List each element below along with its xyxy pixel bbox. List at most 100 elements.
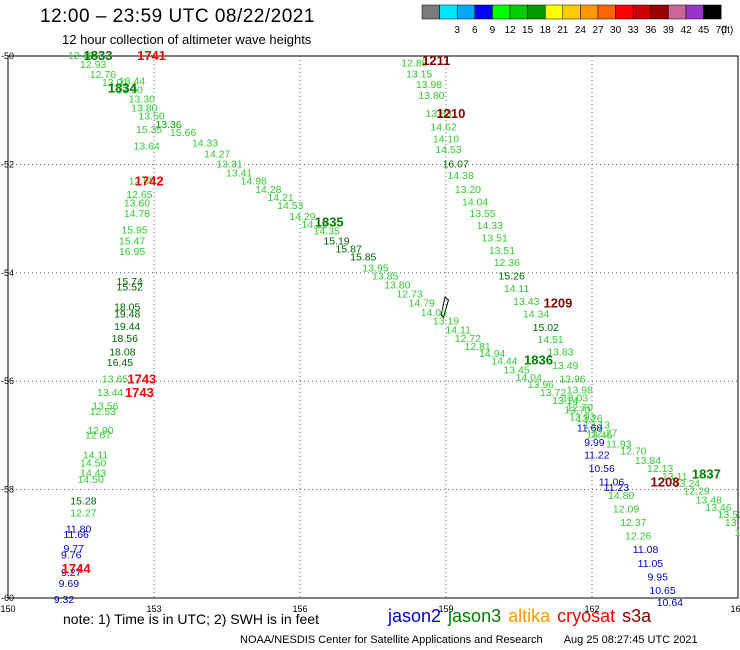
wave-height-label: 12.09: [613, 504, 639, 516]
pass-time-label: 1208: [651, 474, 680, 489]
wave-height-label: 12.53: [90, 406, 116, 418]
plot-frame: [7, 55, 739, 599]
wave-height-label: 11.22: [584, 449, 610, 461]
legend-tick-label: 70: [716, 25, 728, 36]
wave-height-label: 14.29: [289, 211, 315, 223]
wave-height-label: 14.44: [491, 356, 517, 368]
wave-height-label: 13.98: [567, 384, 593, 396]
legend-tick-label: 18: [540, 25, 552, 36]
satellite-name-jason2: jason2: [388, 606, 442, 626]
wave-height-label: 14.79: [409, 298, 435, 310]
legend-tick-label: 24: [575, 25, 587, 36]
wave-height-label: 14.28: [255, 184, 281, 196]
wave-height-label: 13: [735, 527, 740, 539]
wave-height-label: 14.21: [267, 192, 293, 204]
wave-height-label: 13.85: [372, 271, 398, 283]
pass-time-label: 1743: [127, 371, 156, 386]
wave-height-label: 13.43: [513, 296, 539, 308]
wave-height-label: 15.87: [336, 243, 362, 255]
wave-height-label: 12.65: [126, 189, 152, 201]
wave-height-label: 12.26: [625, 531, 651, 543]
wave-height-label: 11.23: [604, 482, 630, 494]
credit-text: NOAA/NESDIS Center for Satellite Applica…: [240, 634, 543, 646]
wave-height-label: 14.53: [277, 200, 303, 212]
wave-height-label: 12.93: [569, 411, 595, 423]
wave-height-label: 14.50: [78, 474, 104, 486]
wave-height-label: 11.05: [638, 558, 664, 570]
wave-height-label: 15.26: [499, 271, 525, 283]
wave-height-label: 15.95: [121, 224, 147, 236]
wave-height-label: 14.33: [477, 220, 503, 232]
legend-unit: (ft): [721, 25, 733, 36]
pass-time-label: 1210: [436, 106, 465, 121]
page-subtitle: 12 hour collection of altimeter wave hei…: [62, 32, 312, 47]
y-tick-label: -50: [1, 51, 14, 61]
legend-tick-label: 39: [663, 25, 675, 36]
wave-height-label: 12.37: [620, 517, 646, 529]
wave-height-label: 12.70: [567, 402, 593, 414]
wave-height-label: 12.81: [464, 341, 490, 353]
wave-height-label: 12.93: [80, 59, 106, 71]
wave-height-label: 19.48: [114, 308, 140, 320]
pass-time-label: 1741: [137, 48, 166, 63]
wave-height-label: 12.72: [455, 333, 481, 345]
wave-height-label: 13.41: [226, 168, 252, 180]
wave-height-label: 12.67: [85, 429, 111, 441]
wave-height-label: 13.13: [584, 420, 610, 432]
wave-height-label: 13.46: [705, 502, 731, 514]
x-tick-label: 165: [730, 604, 740, 614]
wave-height-label: 13.03: [562, 392, 588, 404]
wave-height-label: 9.69: [59, 578, 80, 590]
wave-height-label: 14.94: [479, 348, 505, 360]
y-tick-label: -56: [1, 376, 14, 386]
wave-height-label: 13.50: [138, 111, 164, 123]
macquarie-island-outline: [440, 296, 450, 319]
pass-time-label: 1209: [543, 296, 572, 311]
pass-time-label: 1742: [135, 174, 164, 189]
wave-height-label: 13.60: [124, 197, 150, 209]
wave-height-label: 12.27: [70, 507, 96, 519]
wave-height-label: 14.38: [447, 170, 473, 182]
x-tick-label: 156: [292, 604, 307, 614]
footnote: note: 1) Time is in UTC; 2) SWH is in fe…: [63, 611, 319, 627]
wave-height-label: 14.62: [430, 121, 456, 133]
wave-height-label: 11.68: [577, 422, 603, 434]
wave-height-label: 15.85: [350, 252, 376, 264]
wave-height-label: 18.08: [109, 346, 135, 358]
wave-height-label: 13.98: [416, 79, 442, 91]
wave-height-label: 9.77: [63, 543, 84, 555]
wave-height-label: 13.48: [696, 494, 722, 506]
wave-height-label: 13.52: [718, 509, 740, 521]
legend-tick-label: 30: [610, 25, 622, 36]
wave-height-label: 13.80: [384, 280, 410, 292]
wave-height-label: 15.52: [117, 281, 143, 293]
wave-height-label: 13.96: [528, 379, 554, 391]
wave-height-label: 13.83: [426, 108, 452, 120]
wave-height-label: 13.14: [552, 395, 578, 407]
wave-height-label: 13.70: [564, 404, 590, 416]
legend-tick-label: 3: [454, 25, 460, 36]
wave-height-label: 13.51: [482, 233, 508, 245]
wave-height-label: 11.80: [66, 524, 92, 536]
wave-height-label: 14.11: [445, 325, 471, 337]
wave-height-label: 9.95: [647, 571, 668, 583]
wave-height-label: 13.56: [92, 401, 118, 413]
wave-height-label: 18.05: [114, 301, 140, 313]
wave-height-label: 10.56: [589, 463, 615, 475]
y-tick-label: -58: [1, 485, 14, 495]
wave-height-label: 12.73: [396, 288, 422, 300]
wave-height-label: 13.80: [418, 90, 444, 102]
color-scale-legend: 3 6 9 12 15 18 21 24 27 30 33 36 39 42 45 70(ft): [421, 4, 733, 36]
wave-height-label: 13.19: [433, 315, 459, 327]
legend-tick-label: 9: [490, 25, 496, 36]
wave-height-label: 13.55: [469, 208, 495, 220]
wave-height-label: 14.05: [421, 307, 447, 319]
wave-height-label: 13.51: [489, 245, 515, 257]
wave-height-label: 16.45: [107, 357, 133, 369]
page-title: 12:00 – 23:59 UTC 08/22/2021: [40, 6, 315, 27]
legend-tick-label: 21: [557, 25, 569, 36]
wave-height-label: 13.11: [662, 471, 688, 483]
wave-height-label: 13.15: [406, 68, 432, 80]
wave-height-label: 14.11: [83, 449, 109, 461]
